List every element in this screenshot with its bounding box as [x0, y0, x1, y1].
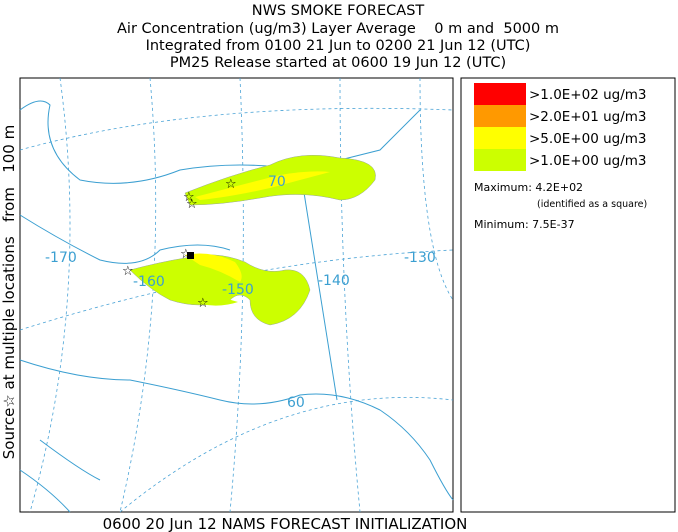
svg-text:☆: ☆ [180, 247, 192, 262]
legend-label: >1.0E+00 ug/m3 [529, 153, 647, 169]
title: NWS SMOKE FORECAST [252, 3, 425, 19]
side-label: Source☆ at multiple locations from 100 m [0, 125, 18, 459]
legend-swatch [474, 149, 526, 171]
svg-text:☆: ☆ [225, 177, 237, 192]
map-label: 70 [268, 174, 286, 190]
legend-label: >5.0E+00 ug/m3 [529, 131, 647, 147]
map-label: -160 [133, 274, 165, 290]
legend-min: Minimum: 7.5E-37 [474, 218, 575, 231]
map-label: -170 [45, 250, 77, 266]
legend-swatch [474, 105, 526, 127]
coastline [19, 100, 454, 513]
footer: 0600 20 Jun 12 NAMS FORECAST INITIALIZAT… [103, 515, 468, 532]
svg-text:☆: ☆ [197, 296, 209, 311]
legend-swatch [474, 83, 526, 105]
map-label: -130 [404, 250, 436, 266]
map-label: -150 [222, 282, 254, 298]
plume [129, 154, 376, 326]
legend-label: >2.0E+01 ug/m3 [529, 109, 647, 125]
subtitle: PM25 Release started at 0600 19 Jun 12 (… [170, 55, 506, 71]
legend: Maximum: 4.2E+02 (identified as a square… [460, 77, 676, 513]
sources: ☆☆☆ ☆☆☆ [122, 177, 237, 311]
legend-max-note: (identified as a square) [537, 199, 647, 210]
legend-label: >1.0E+02 ug/m3 [529, 87, 647, 103]
svg-text:☆: ☆ [186, 197, 198, 212]
legend-swatch [474, 127, 526, 149]
subtitle: Air Concentration (ug/m3) Layer Average … [117, 21, 559, 37]
subtitle: Integrated from 0100 21 Jun to 0200 21 J… [146, 38, 531, 54]
max-marker [187, 252, 194, 259]
map-label: -140 [318, 273, 350, 289]
svg-text:☆: ☆ [122, 264, 134, 279]
legend-max: Maximum: 4.2E+02 [474, 181, 583, 194]
svg-text:☆: ☆ [183, 190, 195, 205]
map-label: 60 [287, 395, 305, 411]
border [301, 179, 338, 401]
map: ☆☆☆ ☆☆☆ -170 -160 -150 -140 -130 70 60 [19, 77, 454, 513]
